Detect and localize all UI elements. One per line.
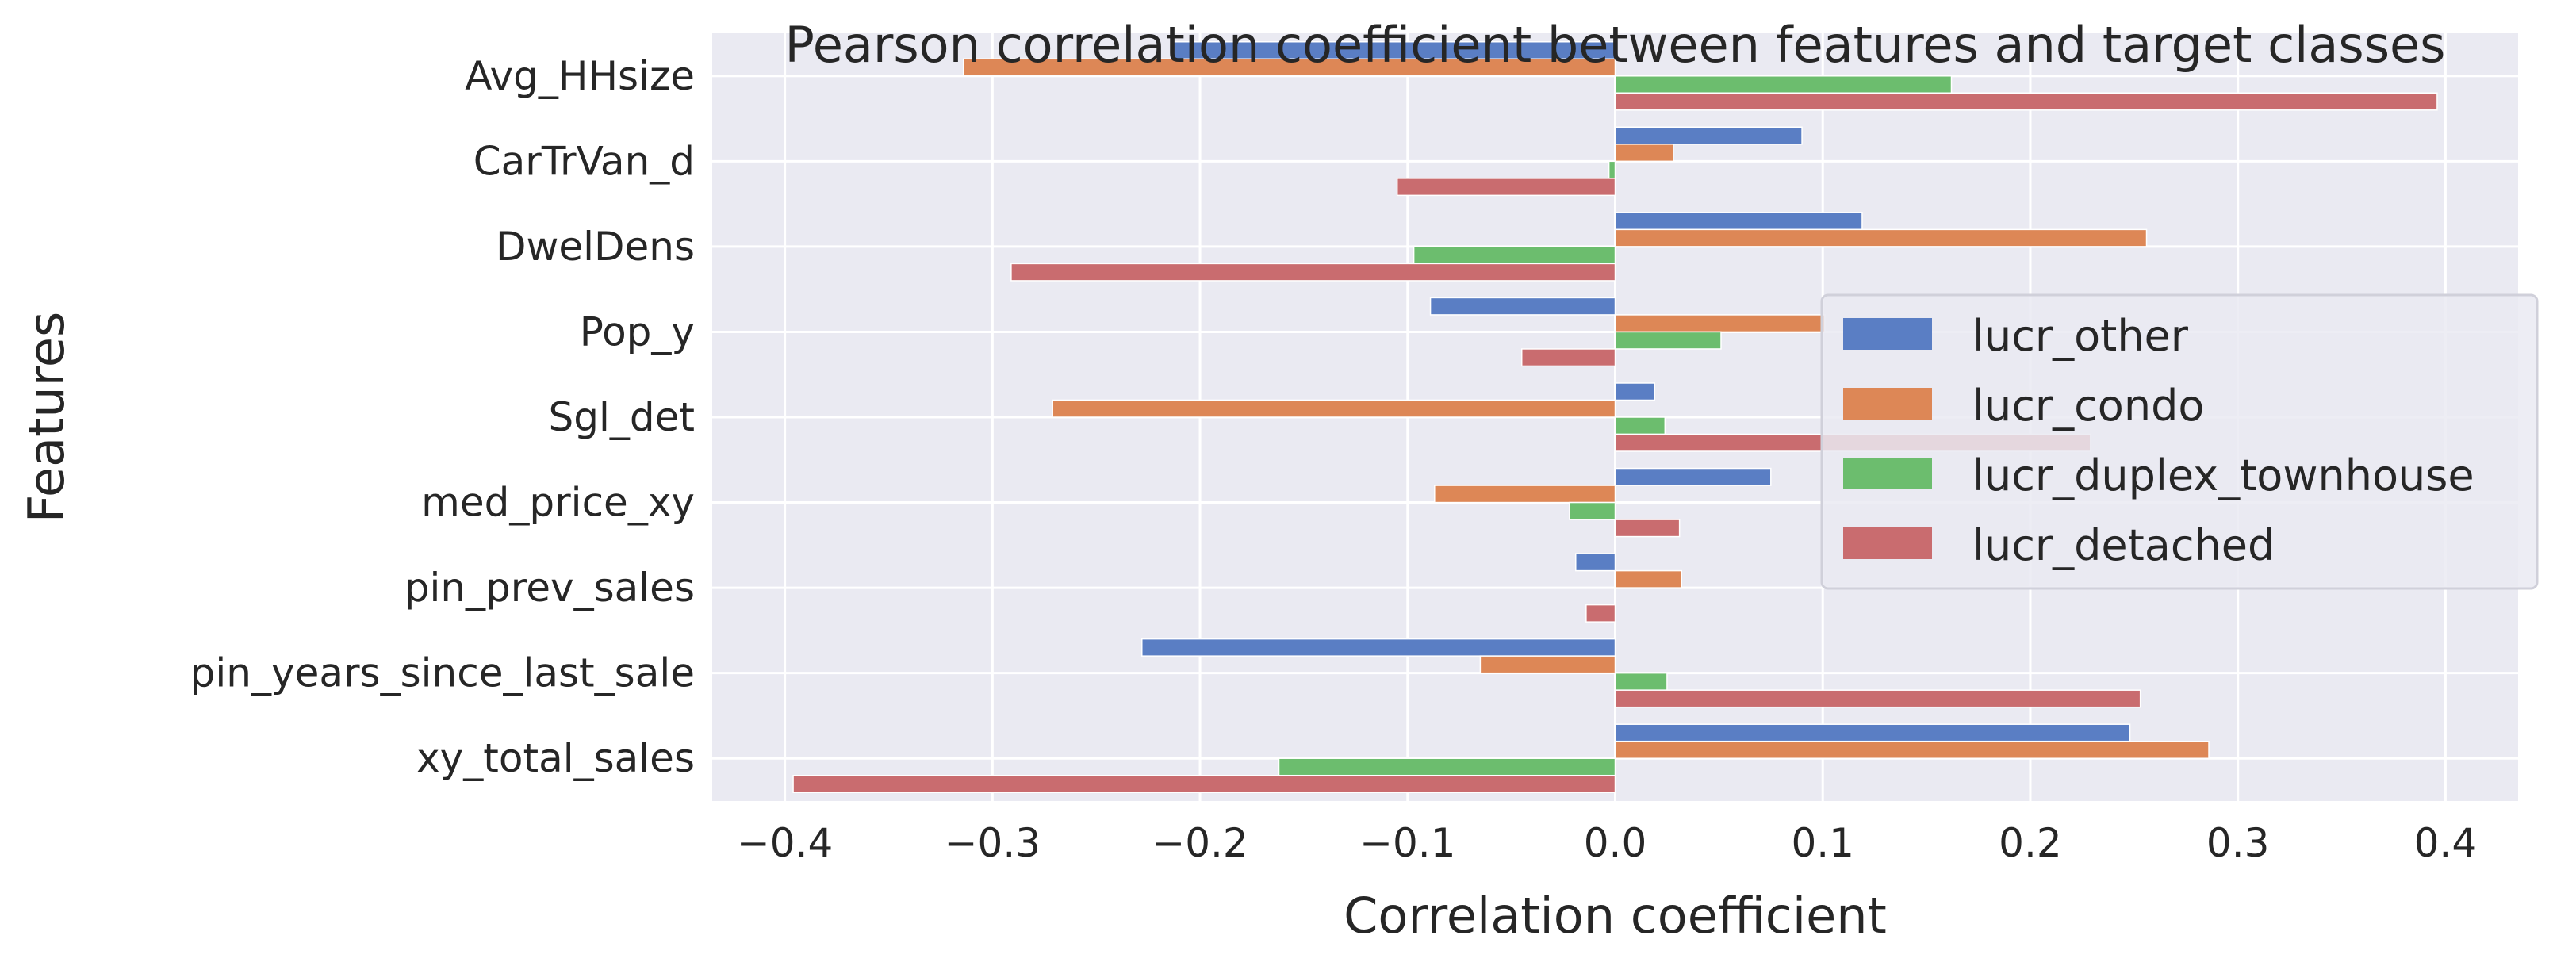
bar-lucr_condo: [1052, 399, 1616, 418]
chart-title: Pearson correlation coefficient between …: [785, 16, 2446, 74]
x-tick-label: 0.3: [2206, 820, 2270, 866]
legend: lucr_other lucr_condo lucr_duplex_townhous…: [1820, 293, 2539, 590]
y-tick-label: Avg_HHsize: [465, 53, 695, 99]
y-tick-label: Pop_y: [580, 309, 695, 355]
y-axis-label: Features: [17, 312, 75, 523]
y-tick-label: med_price_xy: [421, 480, 695, 526]
x-tick-labels: −0.4 −0.3 −0.2 −0.1 0.0 0.1 0.2 0.3 0.4: [737, 820, 2477, 866]
bars: [792, 41, 2438, 793]
bar-lucr_other: [1614, 212, 1863, 231]
bar-lucr_condo: [1434, 485, 1616, 504]
legend-label: lucr_duplex_townhouse: [1972, 450, 2474, 500]
x-tick-label: 0.4: [2414, 820, 2478, 866]
x-tick-label: 0.1: [1791, 820, 1854, 866]
bar-lucr_duplex_townhouse: [1278, 757, 1616, 776]
x-tick-label: −0.1: [1359, 820, 1455, 866]
bar-lucr_condo: [1614, 569, 1683, 588]
bar-lucr_duplex_townhouse: [1569, 501, 1616, 520]
bar-lucr_duplex_townhouse: [1614, 416, 1666, 435]
bar-lucr_other: [1614, 467, 1772, 486]
bar-lucr_condo: [1479, 655, 1616, 674]
bar-lucr_condo: [1614, 228, 2148, 247]
y-tick-label: xy_total_sales: [416, 735, 695, 781]
y-tick-label: pin_years_since_last_sale: [190, 650, 695, 696]
legend-label: lucr_detached: [1972, 520, 2275, 570]
y-tick-labels: Avg_HHsize CarTrVan_d DwelDens Pop_y Sgl_det…: [190, 53, 695, 781]
bar-lucr_other: [1614, 382, 1655, 401]
y-tick-label: Sgl_det: [549, 394, 695, 440]
legend-swatch: [1843, 458, 1932, 489]
x-axis-label: Correlation coefficient: [1344, 887, 1887, 945]
bar-lucr_other: [1575, 553, 1616, 572]
bar-lucr_detached: [1614, 92, 2438, 111]
legend-label: lucr_condo: [1972, 381, 2204, 431]
bar-lucr_condo: [962, 58, 1616, 77]
bar-lucr_condo: [1614, 144, 1674, 163]
bar-lucr_other: [1141, 638, 1616, 657]
bar-lucr_other: [1614, 126, 1803, 145]
bar-lucr_detached: [1520, 348, 1616, 367]
bar-lucr_duplex_townhouse: [1608, 160, 1616, 179]
bar-lucr_duplex_townhouse: [1413, 246, 1616, 265]
x-tick-label: −0.3: [945, 820, 1041, 866]
x-tick-label: 0.2: [1999, 820, 2062, 866]
x-tick-label: −0.2: [1152, 820, 1248, 866]
bar-lucr_detached: [1614, 689, 2141, 708]
bar-lucr_duplex_townhouse: [1614, 75, 1953, 94]
x-tick-label: 0.0: [1584, 820, 1647, 866]
y-tick-label: pin_prev_sales: [404, 565, 695, 611]
bar-lucr_other: [1614, 723, 2131, 742]
bar-lucr_other: [1429, 297, 1616, 316]
legend-swatch: [1843, 527, 1932, 559]
legend-label: lucr_other: [1972, 311, 2189, 361]
bar-lucr_detached: [1585, 604, 1616, 623]
bar-lucr_detached: [792, 774, 1616, 793]
bar-lucr_condo: [1614, 314, 1826, 333]
legend-swatch: [1843, 318, 1932, 350]
bar-lucr_duplex_townhouse: [1614, 331, 1722, 350]
bar-lucr_detached: [1396, 178, 1616, 197]
bar-lucr_detached: [1614, 519, 1681, 538]
y-tick-label: CarTrVan_d: [473, 138, 695, 184]
x-tick-label: −0.4: [737, 820, 833, 866]
legend-box: [1820, 293, 2539, 590]
bar-lucr_detached: [1010, 263, 1616, 282]
y-tick-label: DwelDens: [496, 224, 695, 270]
bar-lucr_condo: [1614, 740, 2210, 759]
legend-swatch: [1843, 388, 1932, 420]
bar-lucr_duplex_townhouse: [1614, 672, 1668, 691]
